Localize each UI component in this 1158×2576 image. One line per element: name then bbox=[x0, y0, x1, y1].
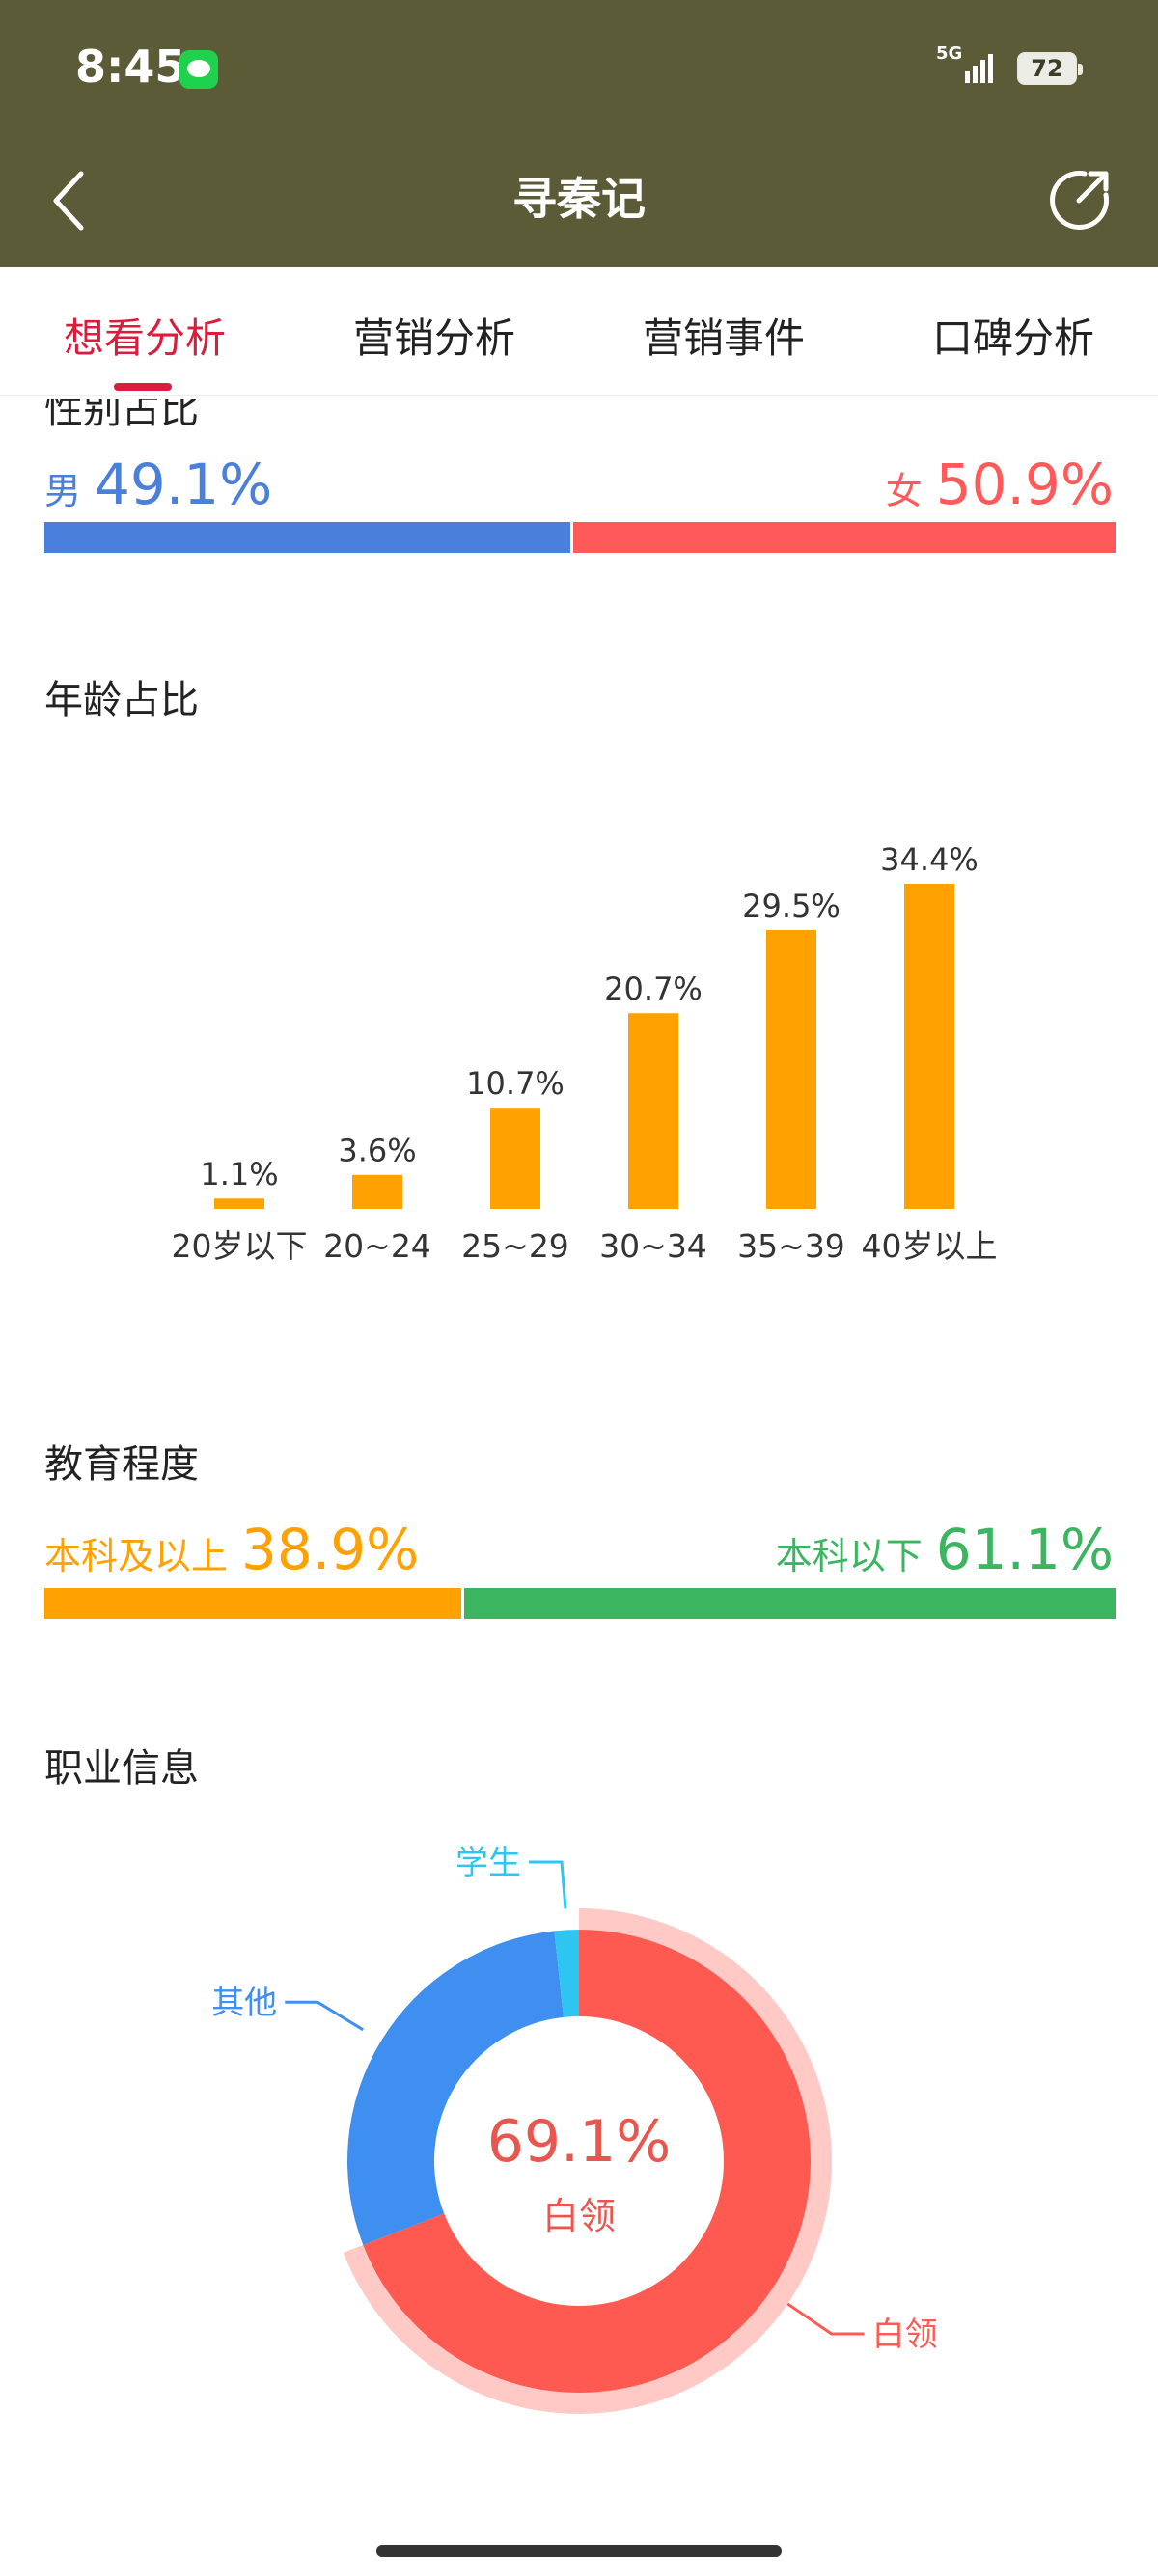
nav-bar bbox=[0, 135, 1158, 267]
education-section-title: 教育程度 bbox=[44, 1442, 199, 1487]
age-bar-value-label: 20.7% bbox=[604, 971, 703, 1007]
share-icon[interactable] bbox=[1046, 166, 1114, 233]
education-below-bar-segment bbox=[464, 1588, 1116, 1619]
age-bar bbox=[490, 1108, 540, 1209]
active-tab-indicator bbox=[114, 383, 172, 391]
network-type-label: 5G bbox=[936, 43, 963, 64]
status-time: 8:45 bbox=[75, 41, 186, 93]
female-percentage: 50.9% bbox=[935, 452, 1114, 517]
page-title: 寻秦记 bbox=[512, 173, 646, 225]
donut-leader-line bbox=[786, 2302, 865, 2336]
age-bar-value-label: 34.4% bbox=[880, 841, 979, 878]
education-ratio-bar bbox=[44, 1588, 1116, 1619]
donut-center-label: 白领 bbox=[542, 2195, 616, 2237]
education-below-label: 本科以下 bbox=[775, 1535, 923, 1577]
female-bar-segment bbox=[573, 522, 1116, 553]
female-label: 女 bbox=[885, 470, 923, 512]
age-category-label: 25~29 bbox=[461, 1227, 569, 1265]
donut-leader-line bbox=[285, 2000, 364, 2032]
male-percentage: 49.1% bbox=[95, 452, 273, 517]
age-bar bbox=[904, 884, 954, 1209]
donut-slice[interactable] bbox=[554, 1930, 579, 2017]
education-above-percentage: 38.9% bbox=[241, 1517, 420, 1582]
gender-section-title: 性别占比 bbox=[44, 388, 199, 432]
back-arrow-icon[interactable] bbox=[44, 162, 98, 239]
age-bar bbox=[766, 930, 816, 1209]
home-indicator bbox=[376, 2545, 782, 2557]
battery-icon: 72 bbox=[1017, 52, 1083, 85]
education-above-bar-segment bbox=[44, 1588, 461, 1619]
status-bar: 8:45 5G 72 bbox=[0, 0, 1158, 135]
age-bar bbox=[628, 1013, 678, 1209]
donut-slice[interactable] bbox=[347, 1931, 565, 2245]
age-bar-value-label: 1.1% bbox=[200, 1156, 278, 1192]
tab-bar: 想看分析 营销分析 营销事件 口碑分析 bbox=[0, 267, 1158, 396]
age-bar bbox=[352, 1174, 402, 1209]
tab-marketing[interactable]: 营销分析 bbox=[352, 315, 515, 362]
donut-slice-label: 白领 bbox=[872, 2316, 938, 2354]
occupation-donut-chart: 白领 其他 学生 69.1% 白领 bbox=[211, 1844, 938, 2414]
age-section-title: 年龄占比 bbox=[44, 678, 199, 723]
battery-level: 72 bbox=[1031, 55, 1063, 82]
occupation-section-title: 职业信息 bbox=[44, 1746, 199, 1791]
age-category-label: 30~34 bbox=[599, 1227, 707, 1265]
age-bar-value-label: 29.5% bbox=[742, 888, 841, 924]
education-above-label: 本科及以上 bbox=[44, 1535, 229, 1577]
donut-center-value: 69.1% bbox=[487, 2108, 672, 2176]
age-bar-value-label: 10.7% bbox=[466, 1065, 565, 1102]
male-share: 男 49.1% bbox=[44, 452, 272, 517]
education-below-share: 本科以下 61.1% bbox=[776, 1517, 1114, 1582]
donut-leader-line bbox=[529, 1860, 567, 1909]
tab-marketing-events[interactable]: 营销事件 bbox=[642, 315, 805, 362]
donut-slice-label: 学生 bbox=[455, 1844, 521, 1882]
education-above-share: 本科及以上 38.9% bbox=[44, 1517, 419, 1582]
donut-slice-label: 其他 bbox=[211, 1984, 277, 2022]
donut-slice[interactable] bbox=[363, 1930, 811, 2393]
female-share: 女 50.9% bbox=[886, 452, 1114, 517]
male-bar-segment bbox=[44, 522, 570, 553]
age-category-label: 20岁以下 bbox=[172, 1227, 308, 1265]
age-bar-value-label: 3.6% bbox=[338, 1133, 416, 1169]
male-label: 男 bbox=[44, 470, 82, 512]
gender-ratio-bar bbox=[44, 522, 1116, 553]
age-category-label: 20~24 bbox=[323, 1227, 431, 1265]
age-category-label: 35~39 bbox=[737, 1227, 845, 1265]
tab-want-to-watch[interactable]: 想看分析 bbox=[63, 315, 226, 362]
message-notification-icon bbox=[179, 50, 218, 89]
age-bar bbox=[214, 1198, 264, 1209]
tab-word-of-mouth[interactable]: 口碑分析 bbox=[931, 315, 1094, 362]
signal-strength-icon bbox=[965, 54, 993, 83]
age-bar-chart: 1.1% 20岁以下 3.6% 20~24 10.7% 25~29 20.7% 30~34 29… bbox=[172, 841, 998, 1265]
age-category-label: 40岁以上 bbox=[862, 1227, 998, 1265]
education-below-percentage: 61.1% bbox=[935, 1517, 1114, 1582]
